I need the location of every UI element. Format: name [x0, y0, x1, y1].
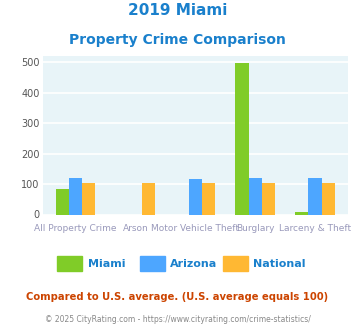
Text: Miami: Miami: [88, 259, 125, 269]
Text: Burglary: Burglary: [236, 224, 274, 233]
Bar: [82, 183, 95, 214]
Text: © 2025 CityRating.com - https://www.cityrating.com/crime-statistics/: © 2025 CityRating.com - https://www.city…: [45, 315, 310, 324]
Bar: [235, 63, 248, 214]
Text: National: National: [253, 259, 306, 269]
Bar: [189, 179, 202, 214]
Text: Arson: Arson: [122, 224, 148, 233]
Text: 2019 Miami: 2019 Miami: [128, 3, 227, 18]
Text: All Property Crime: All Property Crime: [34, 224, 117, 233]
Text: Arizona: Arizona: [170, 259, 218, 269]
Bar: [142, 183, 155, 214]
Text: Motor Vehicle Theft: Motor Vehicle Theft: [151, 224, 239, 233]
Bar: [69, 178, 82, 214]
Bar: [56, 189, 69, 214]
Bar: [295, 212, 308, 214]
Text: Compared to U.S. average. (U.S. average equals 100): Compared to U.S. average. (U.S. average …: [26, 292, 329, 302]
Bar: [202, 183, 215, 214]
Bar: [262, 183, 275, 214]
Text: Property Crime Comparison: Property Crime Comparison: [69, 33, 286, 47]
Bar: [322, 183, 335, 214]
Bar: [248, 178, 262, 214]
Bar: [308, 178, 322, 214]
Text: Larceny & Theft: Larceny & Theft: [279, 224, 351, 233]
